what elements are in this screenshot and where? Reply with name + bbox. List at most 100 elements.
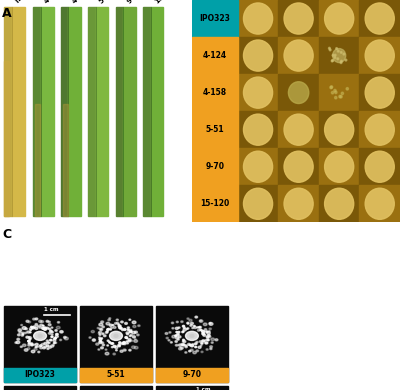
Circle shape — [137, 334, 139, 336]
Circle shape — [50, 339, 52, 341]
Circle shape — [123, 328, 126, 330]
Circle shape — [201, 343, 203, 344]
Circle shape — [110, 343, 112, 344]
Bar — [238, 185, 278, 222]
Circle shape — [134, 339, 136, 340]
Circle shape — [54, 338, 56, 339]
Circle shape — [107, 329, 109, 330]
Circle shape — [206, 336, 209, 338]
Circle shape — [50, 345, 54, 347]
Circle shape — [284, 188, 313, 219]
Circle shape — [165, 333, 168, 335]
Bar — [319, 0, 360, 37]
Circle shape — [168, 340, 170, 341]
Circle shape — [15, 342, 17, 344]
Circle shape — [203, 334, 206, 336]
Text: IPO323 (WT): IPO323 (WT) — [14, 0, 54, 4]
Polygon shape — [35, 104, 40, 216]
Circle shape — [112, 346, 113, 348]
Circle shape — [37, 326, 39, 327]
Circle shape — [187, 322, 189, 324]
Circle shape — [334, 54, 336, 56]
Circle shape — [28, 344, 30, 346]
Bar — [80, 386, 152, 390]
Polygon shape — [123, 7, 136, 216]
Bar — [238, 0, 278, 37]
Circle shape — [19, 332, 21, 333]
Circle shape — [331, 91, 334, 94]
Circle shape — [114, 323, 117, 324]
Circle shape — [131, 340, 133, 342]
Circle shape — [118, 324, 119, 325]
Circle shape — [48, 328, 50, 330]
Circle shape — [101, 321, 104, 323]
Circle shape — [334, 57, 336, 58]
Circle shape — [336, 48, 338, 50]
Circle shape — [110, 329, 111, 330]
Circle shape — [127, 329, 129, 330]
Circle shape — [176, 321, 178, 323]
Circle shape — [365, 151, 394, 182]
Bar — [319, 37, 360, 74]
Circle shape — [44, 346, 46, 348]
Circle shape — [365, 188, 394, 219]
Circle shape — [105, 332, 108, 333]
Circle shape — [244, 40, 273, 71]
Circle shape — [96, 343, 99, 345]
Circle shape — [189, 350, 191, 352]
Circle shape — [185, 345, 187, 346]
Circle shape — [102, 326, 104, 328]
Circle shape — [181, 343, 184, 346]
Circle shape — [204, 329, 207, 330]
Polygon shape — [41, 7, 54, 216]
Circle shape — [200, 320, 202, 322]
Text: C: C — [2, 228, 12, 241]
Circle shape — [127, 343, 128, 344]
Bar — [278, 74, 319, 111]
Circle shape — [284, 40, 313, 71]
Circle shape — [26, 320, 29, 322]
Circle shape — [109, 318, 111, 319]
Circle shape — [44, 342, 47, 344]
Circle shape — [27, 331, 30, 333]
Circle shape — [50, 330, 52, 332]
Bar — [319, 111, 360, 148]
Circle shape — [126, 332, 129, 334]
Circle shape — [58, 321, 60, 323]
Circle shape — [202, 333, 205, 335]
Circle shape — [105, 349, 107, 350]
Circle shape — [127, 327, 130, 328]
Circle shape — [197, 327, 198, 328]
Circle shape — [193, 351, 196, 354]
Circle shape — [288, 82, 309, 103]
Circle shape — [330, 86, 333, 88]
Circle shape — [35, 343, 38, 346]
Circle shape — [42, 327, 45, 330]
Circle shape — [113, 345, 116, 347]
Circle shape — [124, 349, 126, 351]
Circle shape — [47, 342, 48, 343]
Circle shape — [33, 326, 36, 328]
Circle shape — [166, 337, 168, 339]
Circle shape — [187, 328, 189, 329]
Circle shape — [46, 327, 49, 329]
Circle shape — [98, 333, 100, 334]
Circle shape — [22, 344, 26, 347]
Circle shape — [208, 331, 210, 332]
Circle shape — [196, 341, 198, 343]
Polygon shape — [61, 7, 68, 216]
Circle shape — [335, 91, 337, 94]
Bar — [360, 74, 400, 111]
Circle shape — [284, 151, 313, 182]
Circle shape — [16, 341, 20, 344]
Text: 4-158: 4-158 — [203, 88, 227, 97]
Circle shape — [126, 338, 128, 339]
Circle shape — [42, 347, 46, 349]
Bar — [192, 37, 238, 74]
Circle shape — [101, 338, 102, 339]
Circle shape — [194, 326, 196, 329]
Circle shape — [110, 327, 112, 329]
Circle shape — [198, 329, 200, 331]
Text: 9-70: 9-70 — [182, 370, 202, 379]
Bar — [192, 0, 238, 37]
